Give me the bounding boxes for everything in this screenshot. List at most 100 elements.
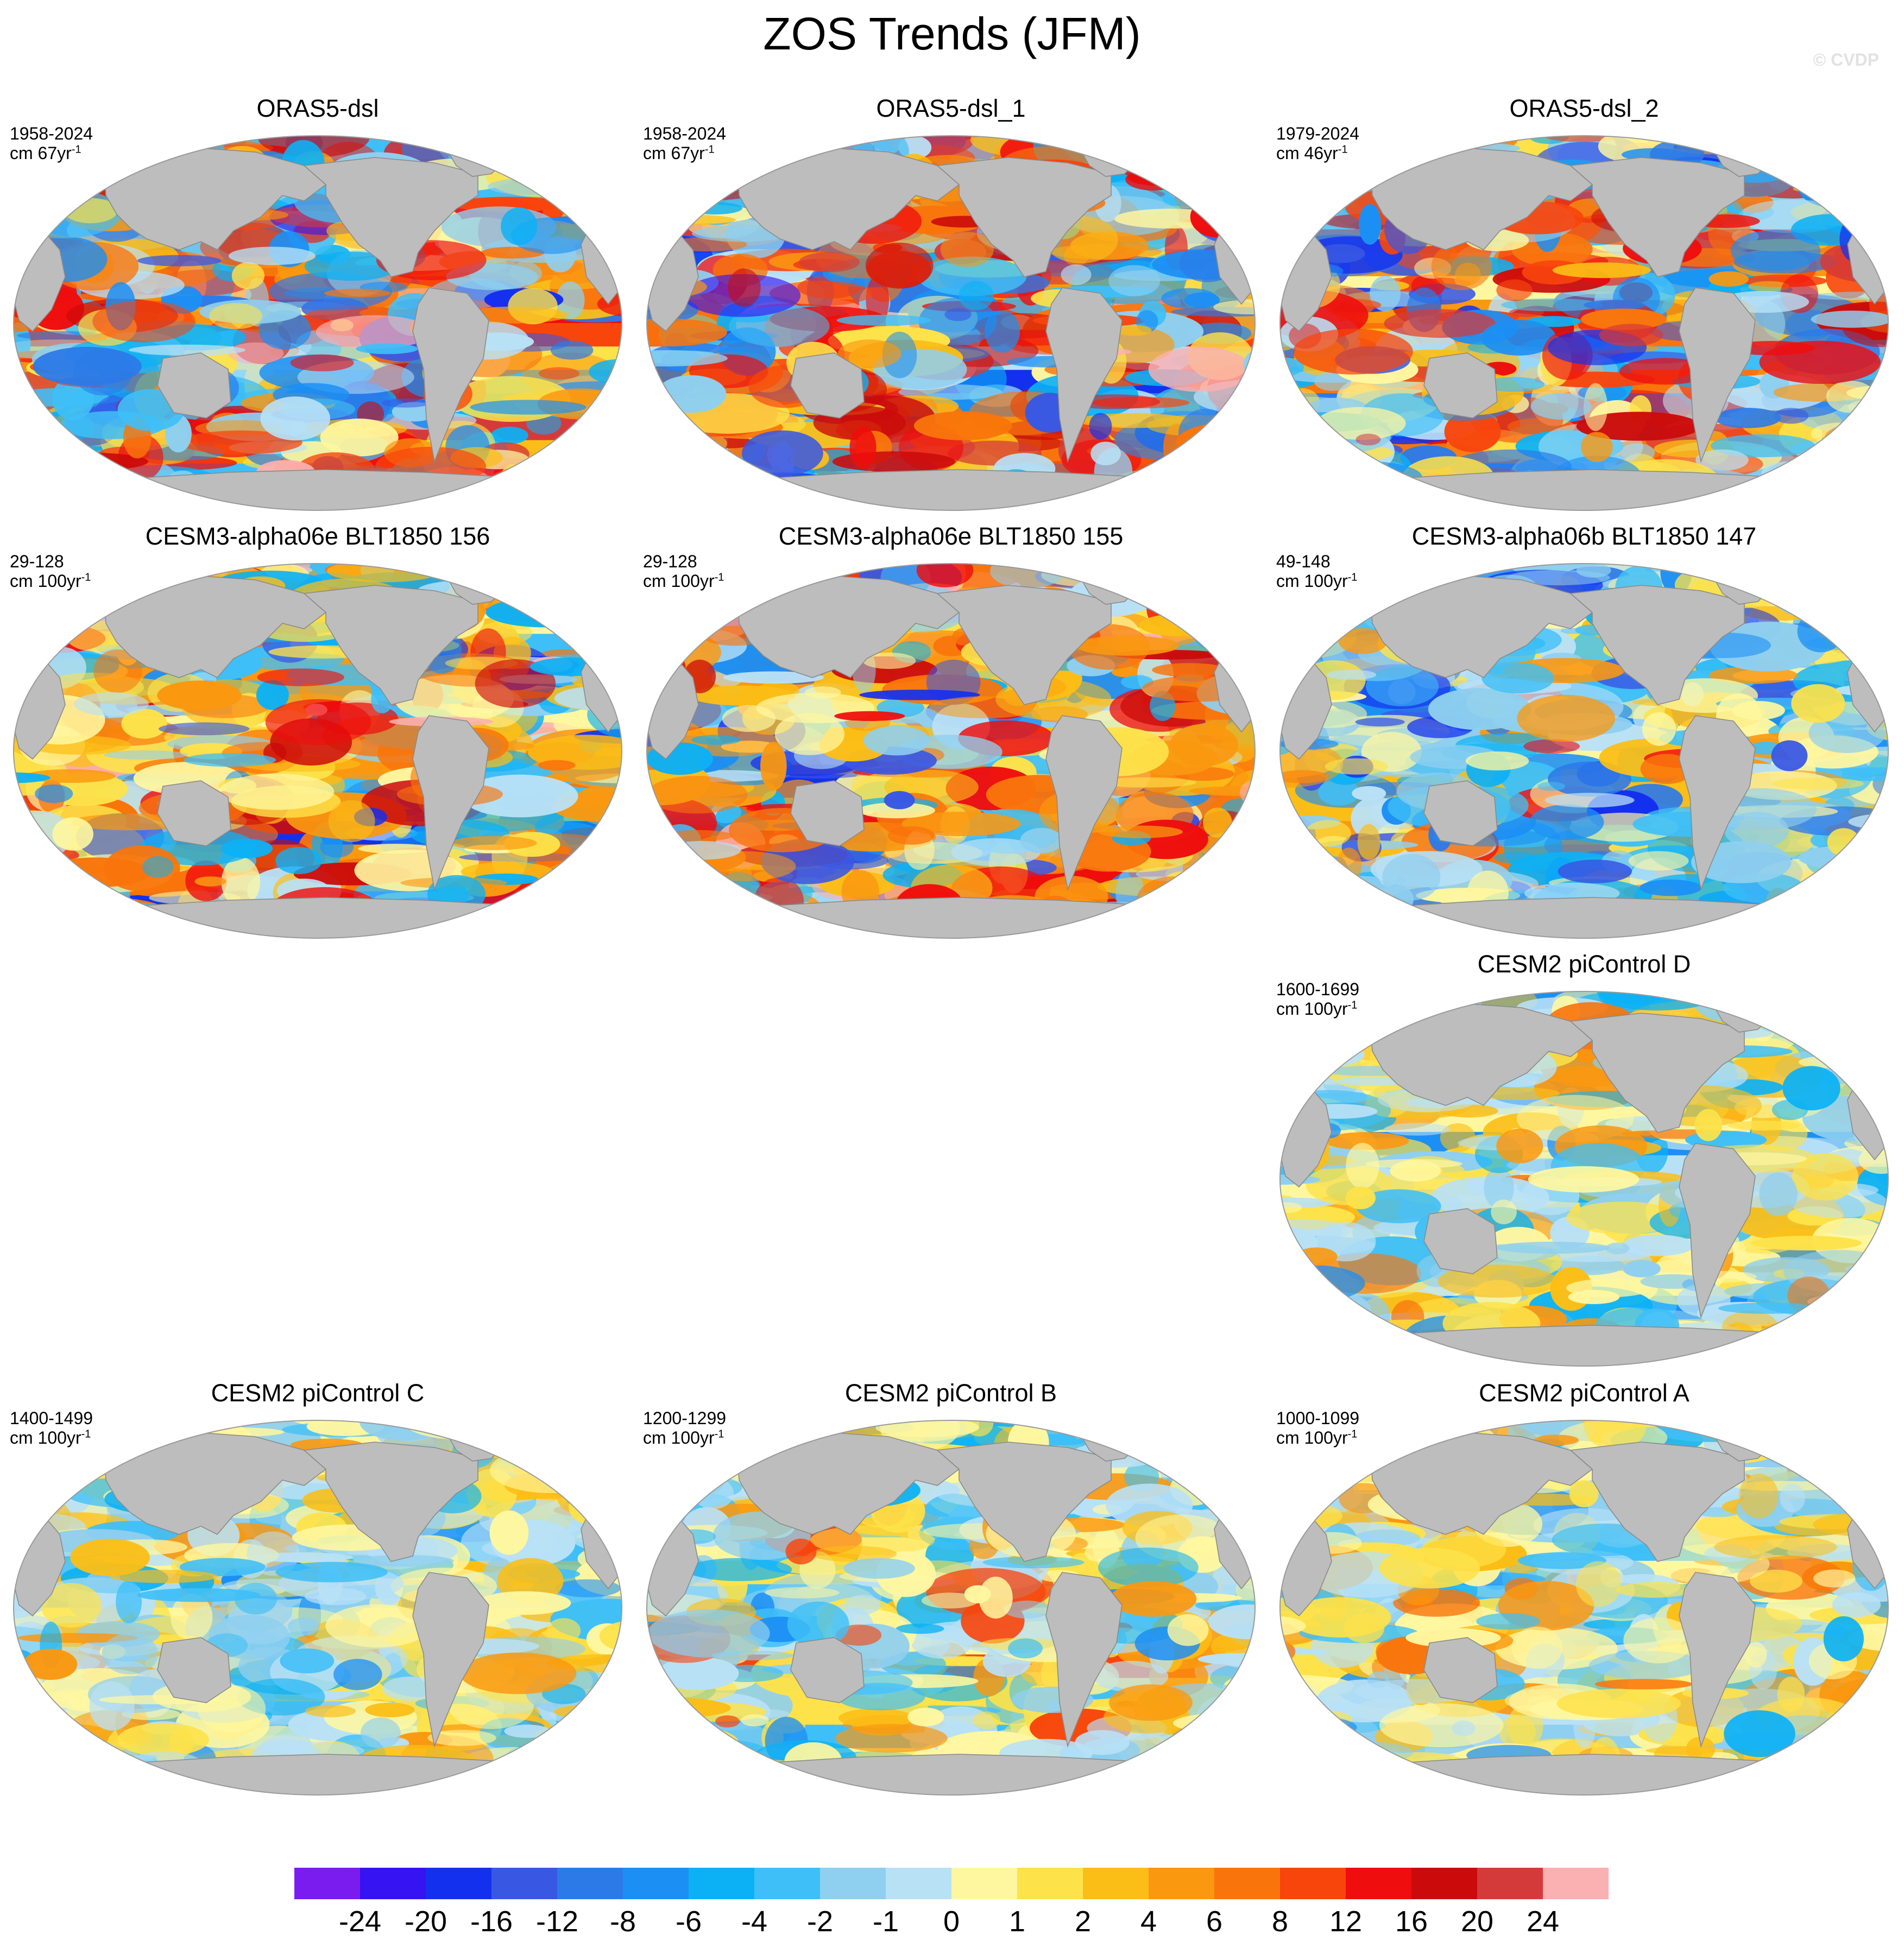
colorbar-tick-label: 4: [1140, 1905, 1157, 1938]
map-panel: CESM2 piControl D 1600-1699 cm 100yr-1: [1266, 950, 1902, 1385]
colorbar-swatch: [689, 1868, 755, 1899]
colorbar: [294, 1868, 1609, 1899]
panel-title: CESM2 piControl A: [1479, 1379, 1689, 1407]
ocean-field: [14, 564, 622, 938]
panel-title: CESM2 piControl D: [1477, 950, 1691, 978]
panel-period: 1958-2024: [643, 124, 727, 143]
ocean-field: [647, 136, 1255, 510]
land-mass: [1045, 1572, 1123, 1748]
land-mass: [103, 146, 327, 250]
colorbar-swatch: [623, 1868, 689, 1899]
map-svg: [1279, 1420, 1889, 1796]
panel-units: cm 100yr-1: [1276, 1428, 1358, 1447]
land-mass: [303, 157, 478, 277]
land-mass: [1330, 469, 1855, 510]
colorbar-swatch: [1477, 1868, 1543, 1899]
ocean-field: [1280, 136, 1888, 510]
land-mass: [303, 1442, 478, 1562]
panel-units: cm 46yr-1: [1276, 143, 1348, 163]
colorbar-swatch: [1017, 1868, 1083, 1899]
map-svg: [13, 135, 622, 511]
colorbar-swatch: [1280, 1868, 1346, 1899]
colorbar-tick-label: 24: [1526, 1905, 1560, 1938]
panel-units: cm 100yr-1: [1276, 571, 1358, 591]
land-mass: [1423, 1208, 1498, 1274]
ocean-field: [647, 1420, 1255, 1795]
colorbar-tick-label: -2: [806, 1905, 834, 1938]
panel-title: CESM3-alpha06e BLT1850 156: [145, 522, 490, 550]
colorbar-tick-label: -6: [675, 1905, 702, 1938]
watermark: © CVDP: [1813, 50, 1879, 69]
colorbar-tick-label: 8: [1271, 1905, 1289, 1938]
land-mass: [736, 574, 960, 678]
panel-period: 1958-2024: [10, 124, 93, 143]
land-mass: [1330, 1325, 1855, 1366]
land-mass: [1569, 157, 1745, 277]
land-mass: [64, 1754, 588, 1795]
land-mass: [1423, 1637, 1498, 1703]
map-svg: [13, 563, 622, 939]
panel-period: 49-148: [1276, 552, 1331, 571]
land-mass: [1330, 1754, 1855, 1795]
land-mass: [790, 352, 865, 419]
colorbar-swatch: [294, 1868, 361, 1899]
panel-title: ORAS5-dsl_2: [1509, 94, 1659, 122]
colorbar-swatch: [951, 1868, 1018, 1899]
panel-period: 29-128: [643, 552, 697, 571]
panel-title: CESM2 piControl B: [844, 1379, 1057, 1407]
panel-title: ORAS5-dsl_1: [876, 94, 1026, 122]
colorbar-swatch: [886, 1868, 952, 1899]
panel-units: cm 67yr-1: [643, 143, 715, 163]
colorbar-tick-label: 6: [1206, 1905, 1223, 1938]
colorbar-tick-label: 12: [1329, 1905, 1363, 1938]
colorbar-tick-label: -24: [338, 1905, 382, 1938]
panel-period: 1200-1299: [643, 1408, 727, 1428]
colorbar-swatch: [820, 1868, 886, 1899]
land-mass: [1369, 146, 1593, 250]
map-panel: ORAS5-dsl 1958-2024 cm 67yr-1: [0, 94, 635, 529]
colorbar-swatch: [360, 1868, 426, 1899]
land-mass: [1369, 574, 1593, 678]
map-panel: CESM2 piControl B 1200-1299 cm 100yr-1: [633, 1379, 1269, 1813]
panel-title: CESM2 piControl C: [211, 1379, 425, 1407]
panel-period: 29-128: [10, 552, 64, 571]
land-mass: [697, 469, 1221, 510]
land-mass: [936, 585, 1112, 705]
colorbar-tick-label: -4: [741, 1905, 768, 1938]
panel-period: 1000-1099: [1276, 1408, 1360, 1428]
land-mass: [1423, 352, 1498, 419]
colorbar-tick-label: -1: [872, 1905, 899, 1938]
land-mass: [103, 1431, 327, 1535]
land-mass: [103, 574, 327, 678]
map-svg: [646, 135, 1256, 511]
colorbar-tick-label: -12: [535, 1905, 579, 1938]
map-panel: CESM3-alpha06b BLT1850 147 49-148 cm 100…: [1266, 522, 1902, 957]
panel-units: cm 100yr-1: [10, 1428, 91, 1447]
colorbar-tick-label: 20: [1460, 1905, 1494, 1938]
land-mass: [1569, 1442, 1745, 1562]
colorbar-labels: -24 -20 -16 -12 -8 -6 -4 -2 -1 0 1 2 4 6 8 12 16 20 24: [294, 1905, 1609, 1943]
colorbar-swatch: [491, 1868, 558, 1899]
colorbar-tick-label: 2: [1074, 1905, 1092, 1938]
land-mass: [1045, 287, 1123, 463]
colorbar-tick-label: -8: [609, 1905, 636, 1938]
colorbar-tick-label: -20: [404, 1905, 447, 1938]
land-mass: [303, 585, 478, 705]
ocean-field: [14, 1420, 622, 1795]
land-mass: [1569, 585, 1745, 705]
colorbar-swatch: [557, 1868, 623, 1899]
map-panel: CESM3-alpha06e BLT1850 155 29-128 cm 100…: [633, 522, 1269, 957]
map-panel: CESM3-alpha06e BLT1850 156 29-128 cm 100…: [0, 522, 635, 957]
land-mass: [157, 780, 231, 846]
ocean-field: [647, 564, 1255, 938]
ocean-field: [1280, 1420, 1888, 1795]
map-svg: [1279, 135, 1889, 511]
colorbar-swatch: [1214, 1868, 1281, 1899]
land-mass: [697, 1754, 1221, 1795]
map-svg: [1279, 991, 1889, 1367]
land-mass: [1423, 780, 1498, 846]
ocean-field: [1280, 991, 1888, 1366]
panel-title: CESM3-alpha06e BLT1850 155: [778, 522, 1124, 550]
colorbar-tick-label: 1: [1008, 1905, 1026, 1938]
map-svg: [646, 1420, 1256, 1796]
